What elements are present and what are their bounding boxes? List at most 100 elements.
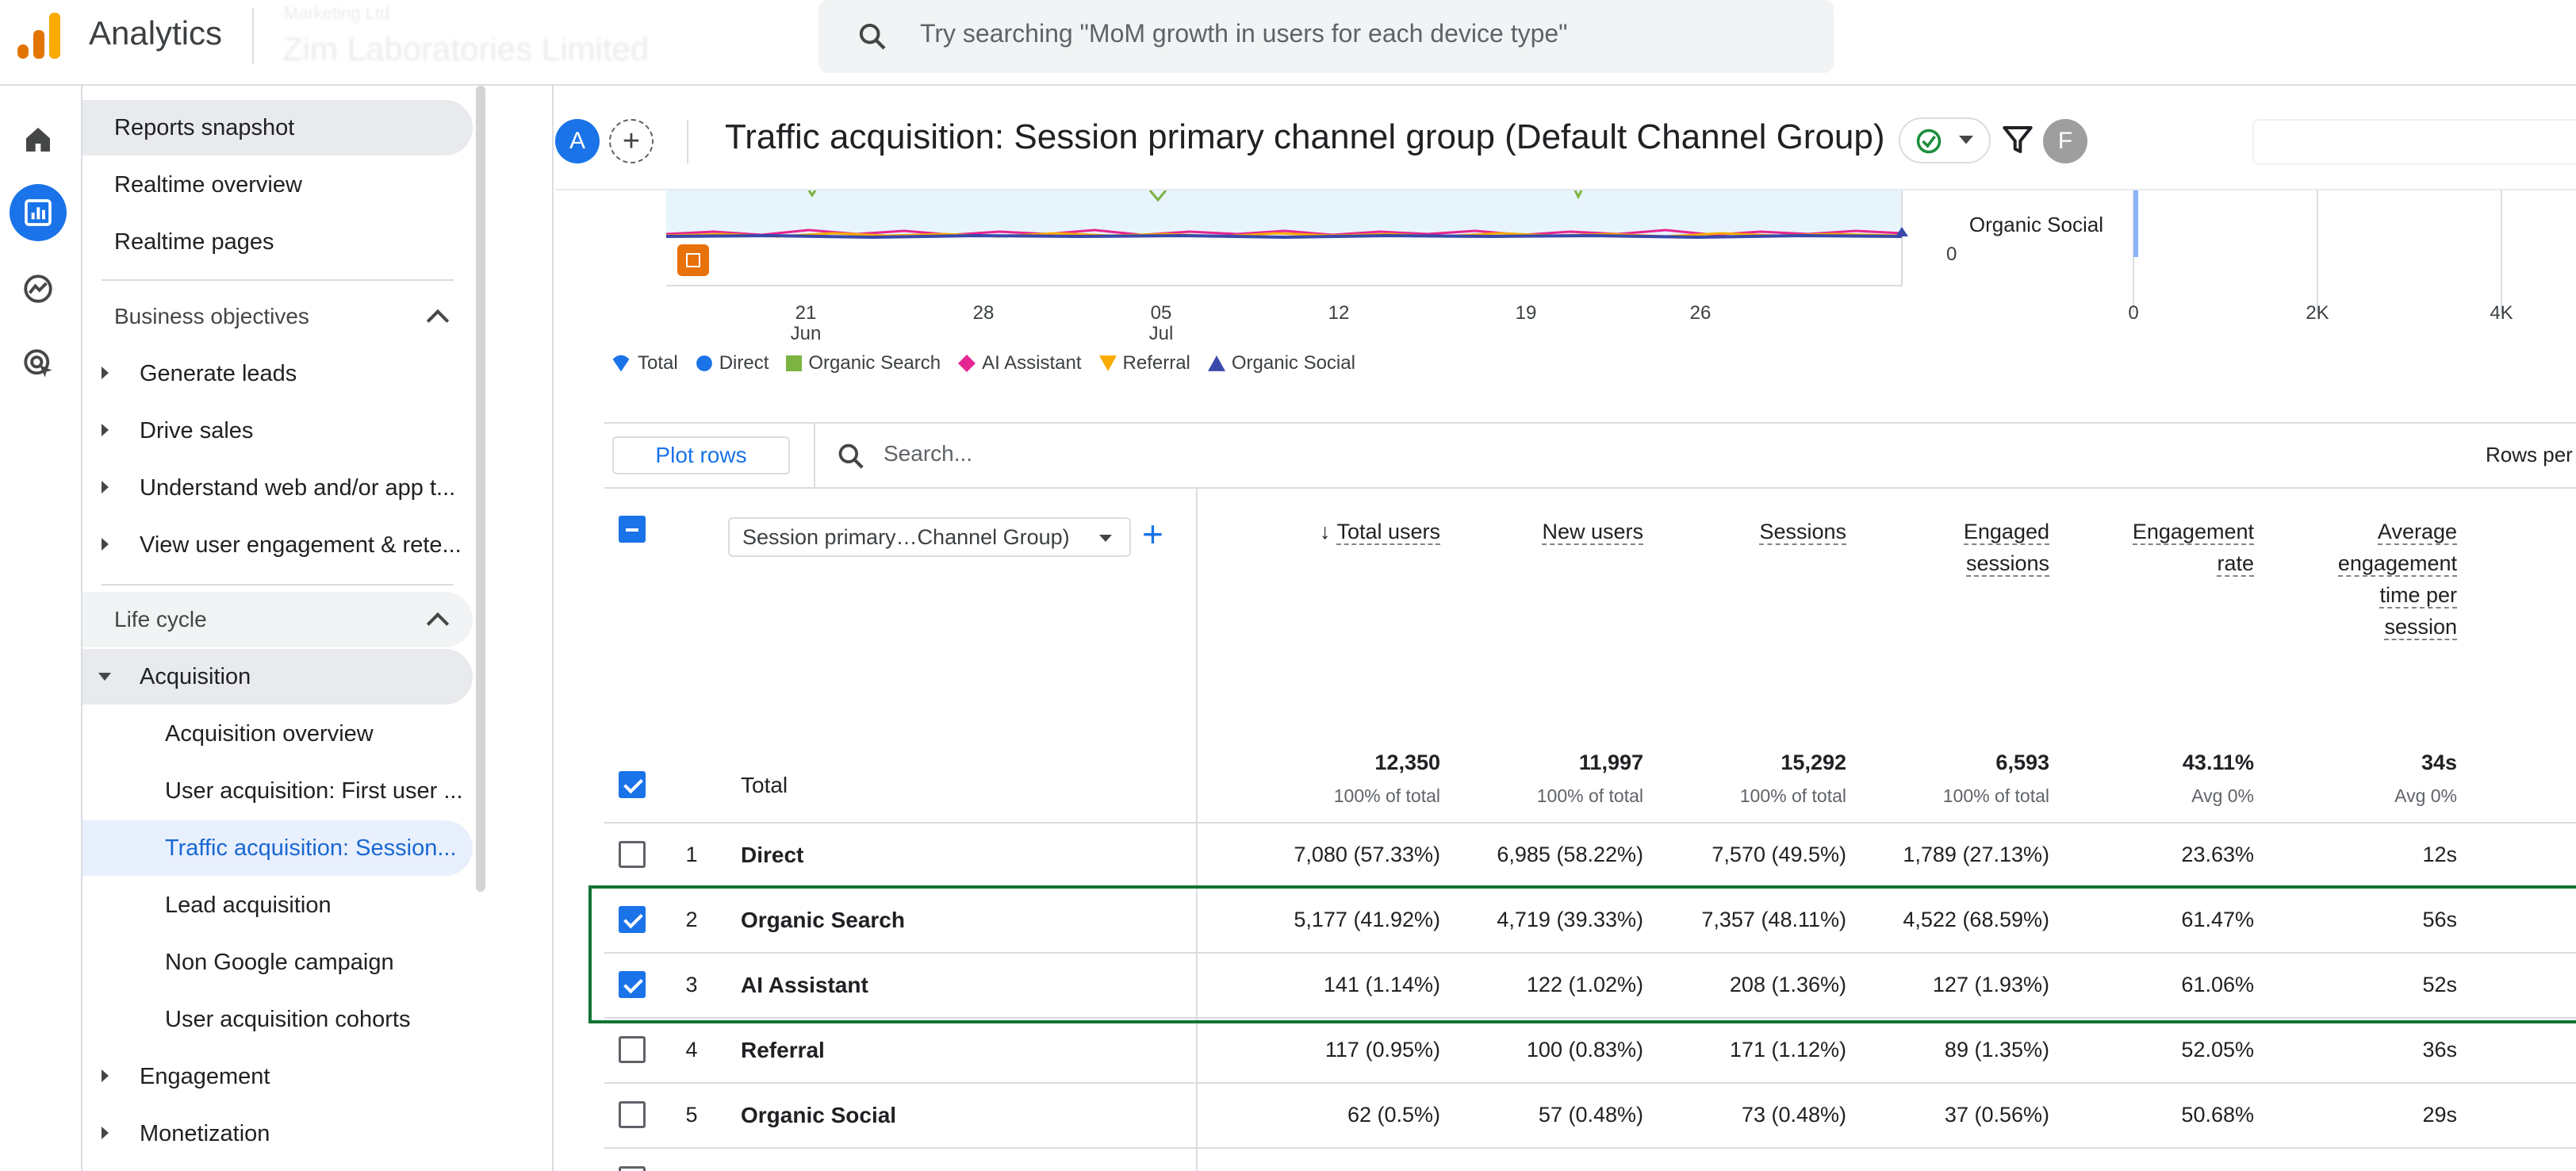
nav-user-acquisition[interactable]: User acquisition: First user ... (82, 763, 473, 819)
row-label[interactable]: Organic Social (741, 1103, 897, 1127)
legend-item[interactable]: Organic Social (1207, 352, 1355, 374)
nav-acquisition[interactable]: Acquisition (82, 649, 473, 705)
caret-right-icon (102, 1069, 109, 1082)
column-header[interactable]: Engaged sessions (1963, 516, 2049, 579)
reports-icon[interactable] (10, 184, 67, 241)
sidebar-scrollbar[interactable] (476, 86, 485, 892)
toolbar-divider (814, 422, 815, 487)
nav-acquisition-overview[interactable]: Acquisition overview (82, 706, 473, 762)
legend-item[interactable]: AI Assistant (958, 352, 1082, 374)
caret-right-icon (102, 1127, 109, 1139)
add-dimension-button[interactable]: + (1142, 513, 1163, 555)
row-checkbox[interactable] (619, 1036, 646, 1063)
x-tick-label: 28 (973, 302, 995, 324)
nav-rail (0, 86, 82, 1171)
nav-user-acquisition-cohorts[interactable]: User acquisition cohorts (82, 992, 473, 1047)
account-selector[interactable]: Zim Laboratories Limited (282, 30, 650, 67)
table-row[interactable]: 6 Unassigned 36 (0.29%) 14 (0.12%) 38 (0.25%… (604, 1147, 2576, 1171)
table-cell: 52.05% (2181, 1038, 2254, 1062)
account-property[interactable]: Marketing Ltd (284, 3, 390, 23)
nav-label: Lead acquisition (165, 892, 332, 918)
bar-tick-label: 4K (2490, 302, 2513, 324)
date-range-selector[interactable] (2252, 119, 2576, 165)
column-header-label: sessions (1965, 551, 2049, 577)
comparison-avatar[interactable]: A (555, 119, 600, 163)
add-comparison-button[interactable]: + (609, 119, 654, 163)
table-row[interactable]: 5 Organic Social 62 (0.5%) 57 (0.48%) 73 (0.… (604, 1082, 2576, 1147)
highlight-box (588, 885, 2576, 1023)
home-icon[interactable] (10, 111, 67, 168)
row-label[interactable]: AI Assistant (741, 973, 868, 997)
column-header[interactable]: Sessions (1759, 516, 1846, 547)
table-cell: 7,357 (48.11%) (1701, 908, 1846, 931)
advertising-icon[interactable] (10, 335, 67, 392)
explore-icon[interactable] (10, 260, 67, 317)
row-checkbox[interactable] (619, 971, 646, 998)
column-header-label: session (2384, 615, 2457, 640)
table-search-input[interactable]: Search... (884, 441, 973, 466)
page-title: Traffic acquisition: Session primary cha… (725, 117, 1885, 156)
nav-label: Acquisition (140, 663, 251, 689)
nav-label: Realtime pages (114, 228, 274, 255)
legend-item[interactable]: Referral (1098, 352, 1190, 374)
nav-section-life-cycle[interactable]: Life cycle (82, 592, 473, 647)
row-checkbox[interactable] (619, 1101, 646, 1128)
row-checkbox[interactable] (619, 906, 646, 933)
column-header-label: Total users (1336, 520, 1440, 545)
user-avatar[interactable]: F (2043, 119, 2087, 163)
table-row[interactable]: 3 AI Assistant 141 (1.14%) 122 (1.02%) 208 (… (604, 952, 2576, 1017)
table-row[interactable]: 4 Referral 117 (0.95%) 100 (0.83%) 171 (1.12… (604, 1017, 2576, 1082)
analytics-logo[interactable] (17, 11, 62, 59)
nav-drive-sales[interactable]: Drive sales (82, 403, 473, 459)
nav-realtime-overview[interactable]: Realtime overview (82, 157, 473, 213)
column-header[interactable]: ↓ Total users (1320, 516, 1440, 547)
search-bar[interactable]: Try searching "MoM growth in users for e… (818, 0, 1834, 73)
nav-engagement[interactable]: Engagement (82, 1049, 473, 1104)
nav-understand-web[interactable]: Understand web and/or app t... (82, 460, 473, 516)
row-label[interactable]: Organic Search (741, 908, 905, 932)
table-row[interactable]: 2 Organic Search 5,177 (41.92%) 4,719 (39.3… (604, 887, 2576, 952)
table-row[interactable]: 1 Direct 7,080 (57.33%) 6,985 (58.22%) 7,570… (604, 822, 2576, 887)
legend-item[interactable]: Organic Search (786, 352, 941, 374)
data-quality-dropdown[interactable] (1899, 117, 1991, 163)
nav-traffic-acquisition[interactable]: Traffic acquisition: Session... (82, 820, 473, 876)
column-header[interactable]: Average engagement time per session (2337, 516, 2457, 643)
table-cell: 62 (0.5%) (1347, 1103, 1440, 1127)
nav-label: Reports snapshot (114, 114, 295, 140)
total-subtext: Avg 0% (2191, 785, 2254, 806)
column-header[interactable]: New users (1542, 516, 1643, 547)
column-header[interactable]: Engagement rate (2132, 516, 2254, 579)
row-label[interactable]: Unassigned (741, 1168, 867, 1171)
search-icon (838, 443, 864, 469)
x-tick-month: Jun (791, 323, 822, 344)
nav-label: Engagement (140, 1063, 270, 1089)
nav-label: Monetization (140, 1120, 270, 1146)
nav-reports-snapshot[interactable]: Reports snapshot (82, 100, 473, 155)
legend-item[interactable]: Total (611, 352, 678, 374)
select-all-checkbox[interactable] (619, 516, 646, 543)
legend-item[interactable]: Direct (696, 352, 769, 374)
total-row-checkbox[interactable] (619, 771, 646, 798)
nav-user-engagement[interactable]: View user engagement & rete... (82, 517, 473, 573)
nav-lead-acquisition[interactable]: Lead acquisition (82, 877, 473, 933)
nav-non-google-campaign[interactable]: Non Google campaign (82, 935, 473, 990)
y-axis-zero: 0 (1946, 244, 1957, 265)
filter-icon[interactable] (2002, 124, 2034, 155)
row-checkbox[interactable] (619, 841, 646, 868)
table-cell: 6,985 (58.22%) (1497, 843, 1643, 866)
row-label[interactable]: Direct (741, 843, 804, 867)
nav-generate-leads[interactable]: Generate leads (82, 346, 473, 401)
nav-realtime-pages[interactable]: Realtime pages (82, 214, 473, 270)
row-label[interactable]: Referral (741, 1038, 825, 1062)
line-chart: 0 21 Jun 28 05 Jul 12 19 26 Organic Social 0 2K 4… (611, 190, 2576, 484)
nav-monetization[interactable]: Monetization (82, 1106, 473, 1161)
plot-rows-button[interactable]: Plot rows (612, 436, 790, 474)
dimension-selector[interactable]: Session primary…Channel Group) (728, 517, 1131, 557)
row-number: 3 (685, 973, 698, 996)
total-subtext: Avg 0% (2394, 785, 2457, 806)
row-checkbox[interactable] (619, 1166, 646, 1171)
nav-label: Generate leads (140, 360, 297, 386)
column-header-label: time per (2379, 583, 2457, 609)
nav-section-business-objectives[interactable]: Business objectives (82, 289, 473, 344)
